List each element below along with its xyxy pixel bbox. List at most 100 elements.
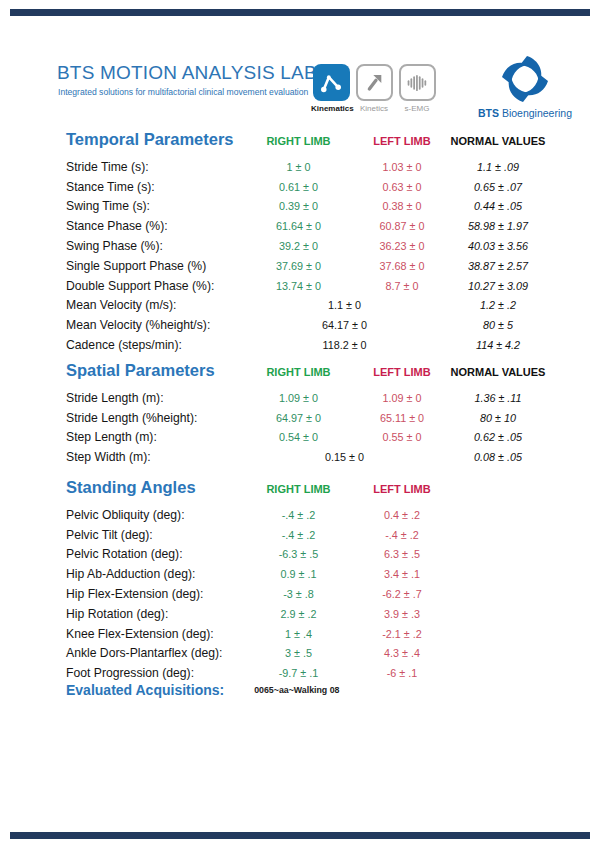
- section-header: Temporal Parameters RIGHT LIMB LEFT LIMB…: [66, 130, 548, 153]
- row-label: Stride Length (m):: [66, 391, 241, 405]
- section-title: Temporal Parameters: [66, 130, 241, 149]
- left-limb-value: 3.4 ± .1: [356, 568, 448, 580]
- table-row: Step Width (m):0.15 ± 00.08 ± .05: [66, 447, 548, 467]
- table-row: Ankle Dors-Plantarflex (deg):3 ± .54.3 ±…: [66, 644, 548, 664]
- row-label: Step Length (m):: [66, 430, 241, 444]
- normal-value: 0.08 ± .05: [448, 451, 548, 463]
- table-row: Hip Ab-Adduction (deg):0.9 ± .13.4 ± .1: [66, 564, 548, 584]
- right-limb-value: 0.39 ± 0: [241, 200, 356, 212]
- table-row: Single Support Phase (%)37.69 ± 037.68 ±…: [66, 256, 548, 276]
- section-header: Standing Angles RIGHT LIMB LEFT LIMB: [66, 478, 548, 501]
- row-label: Single Support Phase (%): [66, 259, 241, 273]
- row-label: Cadence (steps/min):: [66, 338, 241, 352]
- table-row: Stride Time (s):1 ± 01.03 ± 01.1 ± .09: [66, 157, 548, 177]
- semg-signal-icon: [399, 64, 436, 101]
- right-limb-value: -6.3 ± .5: [241, 548, 356, 560]
- column-header-left-limb: LEFT LIMB: [356, 483, 448, 495]
- parameter-section: Standing Angles RIGHT LIMB LEFT LIMB Pel…: [66, 478, 548, 683]
- section-rows: Stride Length (m):1.09 ± 01.09 ± 01.36 ±…: [66, 388, 548, 467]
- left-limb-value: 1.03 ± 0: [356, 161, 448, 173]
- right-limb-value: -9.7 ± .1: [241, 667, 356, 679]
- kinematics-icon: [313, 64, 350, 101]
- left-limb-value: -.4 ± .2: [356, 529, 448, 541]
- row-label: Stride Time (s):: [66, 160, 241, 174]
- kinetics-arrow-icon: [356, 64, 393, 101]
- right-limb-value: 0.61 ± 0: [241, 181, 356, 193]
- right-limb-value: -.4 ± .2: [241, 509, 356, 521]
- left-limb-value: 65.11 ± 0: [356, 412, 448, 424]
- normal-value: 1.1 ± .09: [448, 161, 548, 173]
- parameter-section: Temporal Parameters RIGHT LIMB LEFT LIMB…: [66, 130, 548, 355]
- column-header-normal-values: NORMAL VALUES: [448, 135, 548, 147]
- table-row: Hip Rotation (deg):2.9 ± .23.9 ± .3: [66, 604, 548, 624]
- table-row: Double Support Phase (%):13.74 ± 08.7 ± …: [66, 276, 548, 296]
- row-label: Knee Flex-Extension (deg):: [66, 627, 241, 641]
- normal-value: 0.44 ± .05: [448, 200, 548, 212]
- row-label: Foot Progression (deg):: [66, 666, 241, 680]
- row-label: Swing Time (s):: [66, 199, 241, 213]
- column-header-right-limb: RIGHT LIMB: [241, 483, 356, 495]
- lab-title: BTS MOTION ANALYSIS LAB: [57, 62, 317, 84]
- right-limb-value: 0.9 ± .1: [241, 568, 356, 580]
- right-limb-value: -.4 ± .2: [241, 529, 356, 541]
- normal-value: 80 ± 5: [448, 319, 548, 331]
- bts-swirl-logo: [498, 52, 552, 106]
- column-header-left-limb: LEFT LIMB: [356, 366, 448, 378]
- normal-value: 0.65 ± .07: [448, 181, 548, 193]
- left-limb-value: 60.87 ± 0: [356, 220, 448, 232]
- right-limb-value: 37.69 ± 0: [241, 260, 356, 272]
- table-row: Pelvic Rotation (deg):-6.3 ± .56.3 ± .5: [66, 545, 548, 565]
- normal-value: 80 ± 10: [448, 412, 548, 424]
- right-limb-value: -3 ± .8: [241, 588, 356, 600]
- normal-value: 1.2 ± .2: [448, 299, 548, 311]
- brand-text: BTS Bioengineering: [452, 107, 598, 119]
- section-rows: Pelvic Obliquity (deg):-.4 ± .20.4 ± .2P…: [66, 505, 548, 683]
- row-label: Stride Length (%height):: [66, 411, 241, 425]
- normal-value: 10.27 ± 3.09: [448, 280, 548, 292]
- acquisitions-label: Evaluated Acquisitions:: [66, 682, 224, 698]
- row-label: Double Support Phase (%):: [66, 279, 241, 293]
- merged-limb-value: 1.1 ± 0: [241, 299, 448, 311]
- module-kinematics[interactable]: Kinematics: [311, 64, 351, 113]
- row-label: Ankle Dors-Plantarflex (deg):: [66, 646, 241, 660]
- right-limb-value: 39.2 ± 0: [241, 240, 356, 252]
- module-semg-label: s-EMG: [397, 104, 437, 113]
- row-label: Swing Phase (%):: [66, 239, 241, 253]
- section-title: Standing Angles: [66, 478, 241, 497]
- right-limb-value: 1.09 ± 0: [241, 392, 356, 404]
- table-row: Foot Progression (deg):-9.7 ± .1-6 ± .1: [66, 663, 548, 683]
- table-row: Cadence (steps/min):118.2 ± 0114 ± 4.2: [66, 335, 548, 355]
- table-row: Step Length (m):0.54 ± 00.55 ± 00.62 ± .…: [66, 428, 548, 448]
- right-limb-value: 3 ± .5: [241, 647, 356, 659]
- normal-value: 58.98 ± 1.97: [448, 220, 548, 232]
- module-semg[interactable]: s-EMG: [397, 64, 437, 113]
- column-header-right-limb: RIGHT LIMB: [241, 135, 356, 147]
- table-row: Knee Flex-Extension (deg):1 ± .4-2.1 ± .…: [66, 624, 548, 644]
- section-title: Spatial Parameters: [66, 361, 241, 380]
- module-kinetics-label: Kinetics: [354, 104, 394, 113]
- row-label: Hip Flex-Extension (deg):: [66, 587, 241, 601]
- module-kinetics[interactable]: Kinetics: [354, 64, 394, 113]
- right-limb-value: 1 ± 0: [241, 161, 356, 173]
- normal-value: 114 ± 4.2: [448, 339, 548, 351]
- module-tabs: Kinematics Kinetics: [311, 64, 437, 113]
- left-limb-value: 4.3 ± .4: [356, 647, 448, 659]
- left-limb-value: 0.4 ± .2: [356, 509, 448, 521]
- right-limb-value: 61.64 ± 0: [241, 220, 356, 232]
- merged-limb-value: 118.2 ± 0: [241, 339, 448, 351]
- right-limb-value: 13.74 ± 0: [241, 280, 356, 292]
- row-label: Mean Velocity (%height/s):: [66, 318, 241, 332]
- brand-bts: BTS: [478, 107, 499, 119]
- row-label: Stance Time (s):: [66, 180, 241, 194]
- top-rule-bar: [10, 9, 590, 16]
- table-row: Mean Velocity (m/s):1.1 ± 01.2 ± .2: [66, 296, 548, 316]
- normal-value: 38.87 ± 2.57: [448, 260, 548, 272]
- normal-value: 1.36 ± .11: [448, 392, 548, 404]
- left-limb-value: 0.38 ± 0: [356, 200, 448, 212]
- left-limb-value: -2.1 ± .2: [356, 628, 448, 640]
- row-label: Hip Ab-Adduction (deg):: [66, 567, 241, 581]
- left-limb-value: 0.55 ± 0: [356, 431, 448, 443]
- table-row: Swing Time (s):0.39 ± 00.38 ± 00.44 ± .0…: [66, 197, 548, 217]
- table-row: Swing Phase (%):39.2 ± 036.23 ± 040.03 ±…: [66, 236, 548, 256]
- row-label: Pelvic Obliquity (deg):: [66, 508, 241, 522]
